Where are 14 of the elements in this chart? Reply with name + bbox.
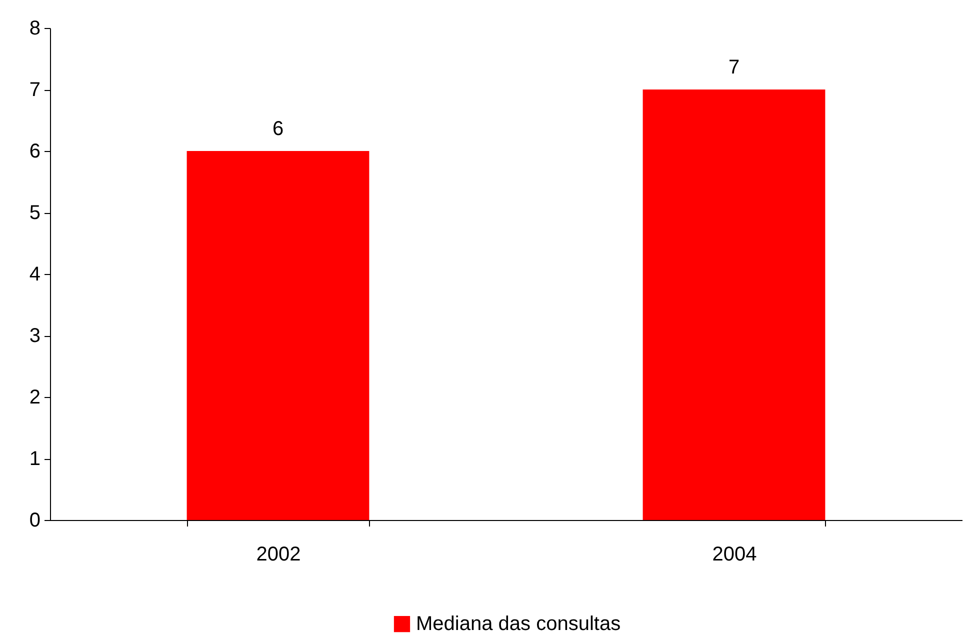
legend-label: Mediana das consultas [416, 613, 621, 635]
y-tick-label: 2 [29, 386, 40, 408]
y-tick-label: 5 [29, 202, 40, 224]
y-tick-label: 4 [29, 264, 40, 286]
y-tick-label: 1 [29, 448, 40, 470]
y-tick-label: 7 [29, 79, 40, 101]
data-label: 6 [272, 118, 284, 140]
y-tick-label: 3 [29, 325, 40, 347]
x-tick-label: 2004 [712, 544, 757, 566]
y-tick-label: 6 [29, 140, 40, 162]
data-label: 7 [728, 56, 740, 78]
y-tick-label: 8 [29, 18, 40, 40]
x-tick-label: 2002 [256, 544, 301, 566]
y-tick-label: 0 [29, 510, 40, 532]
